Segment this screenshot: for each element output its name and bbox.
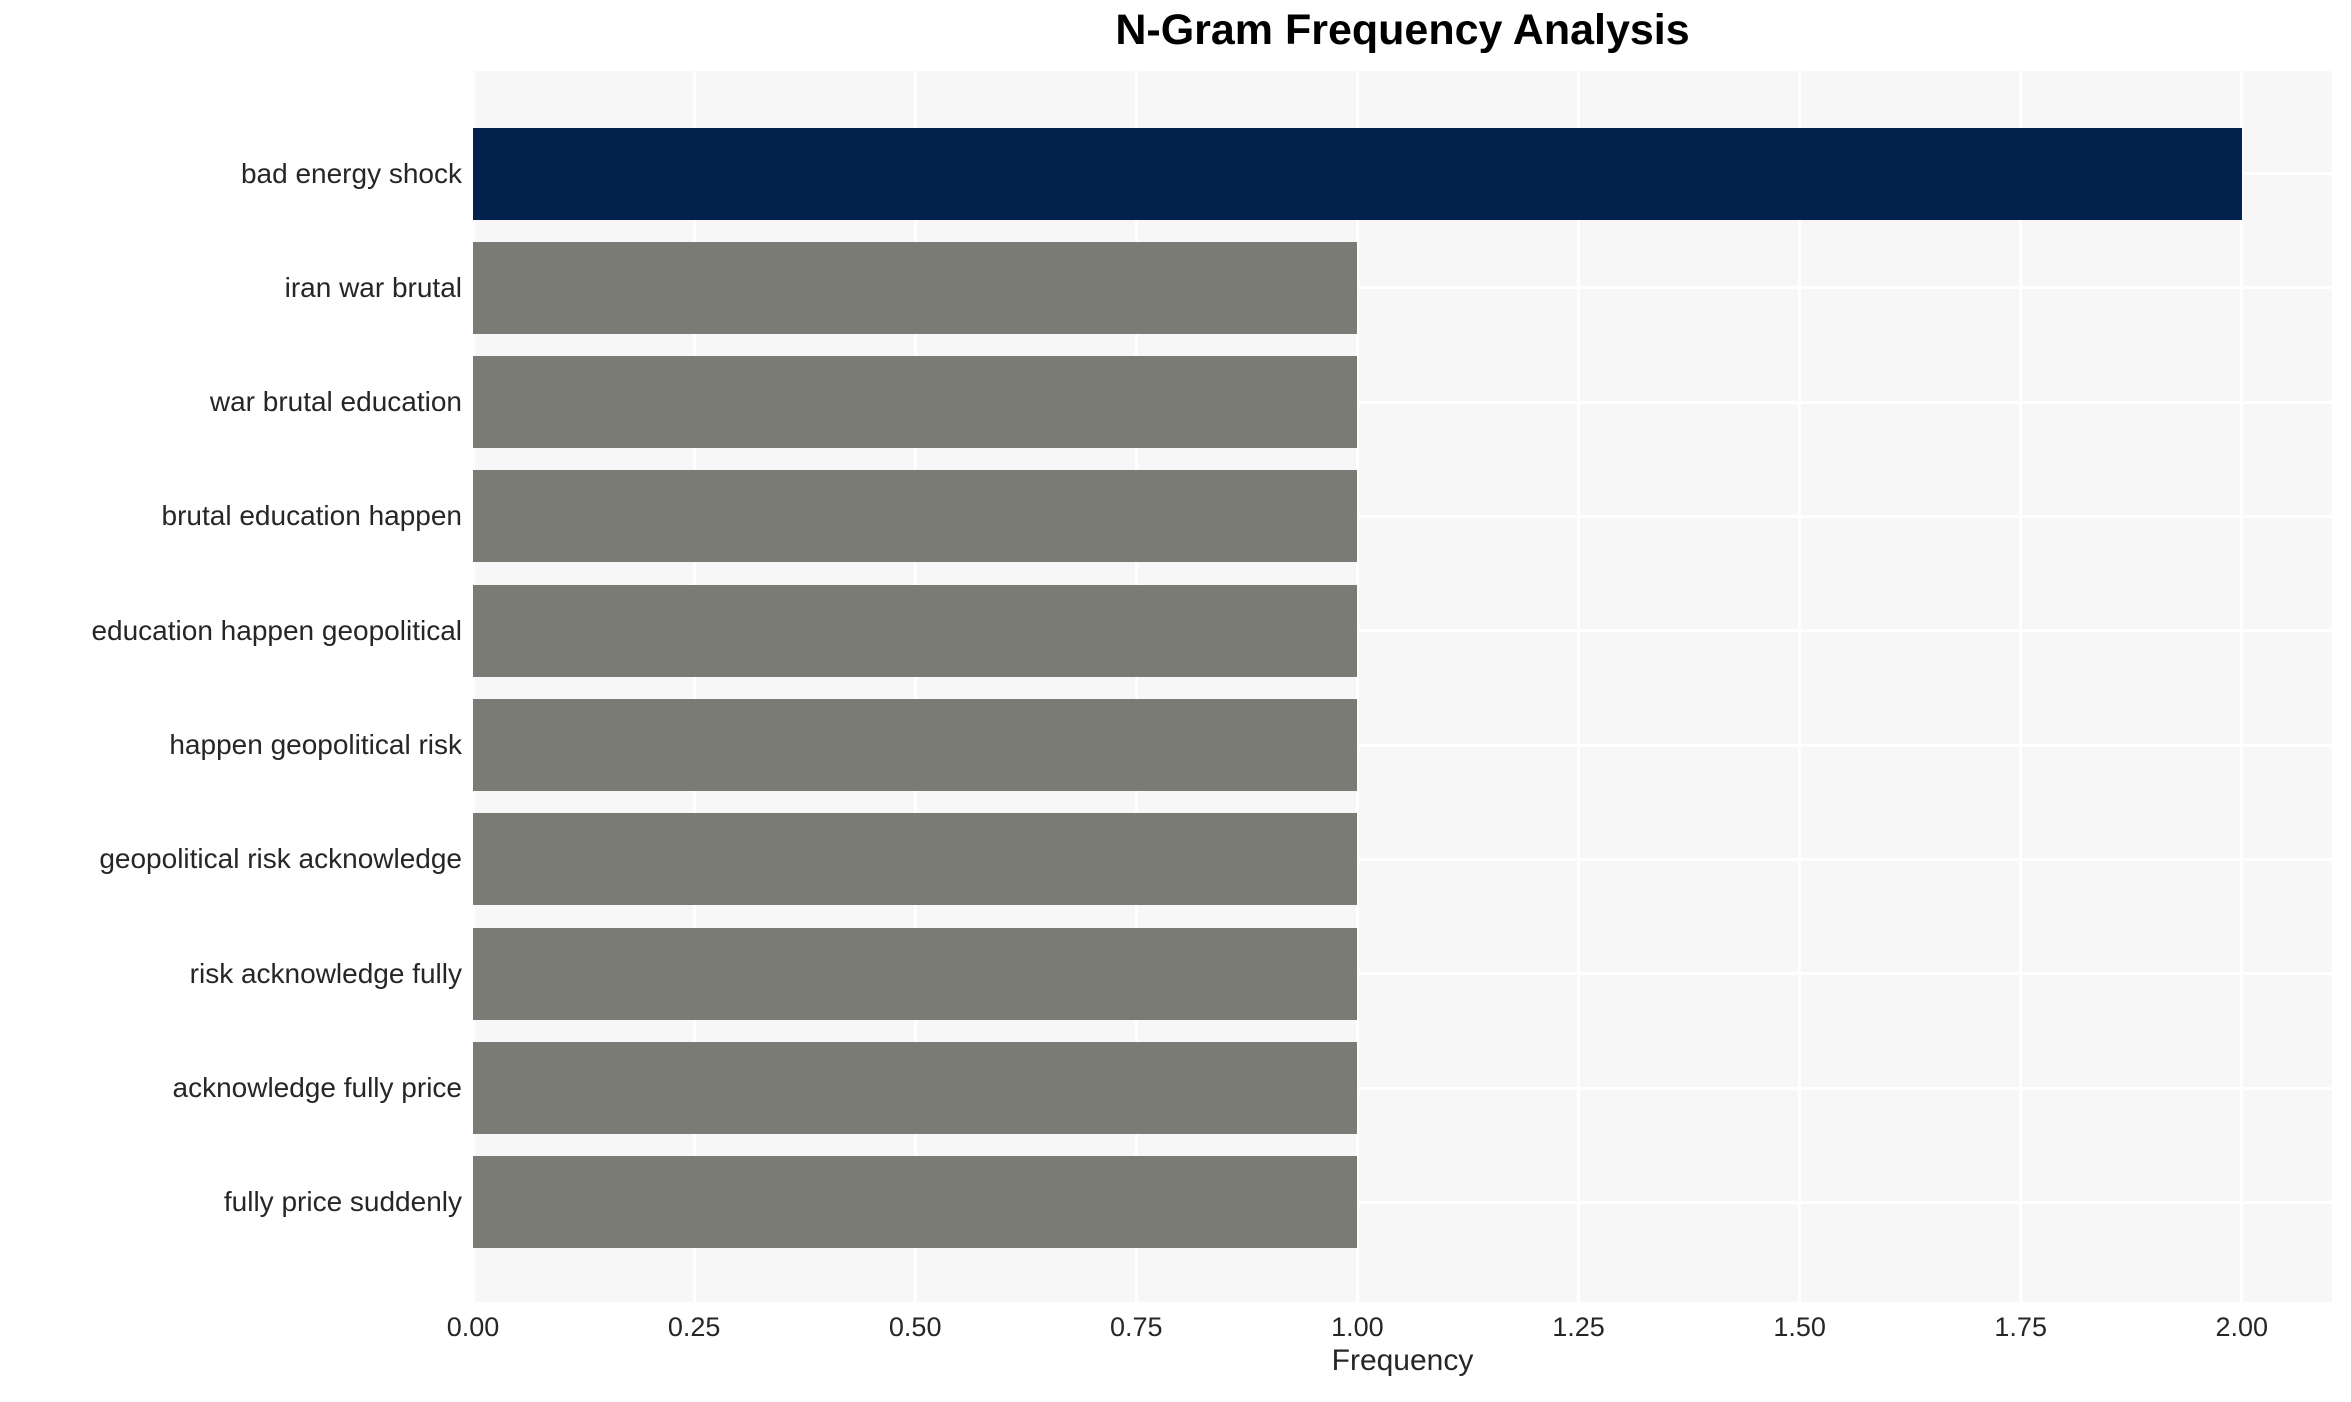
y-tick-label: war brutal education — [209, 386, 462, 418]
vertical-gridline — [1576, 71, 1580, 1302]
x-tick-label: 1.25 — [1552, 1312, 1605, 1342]
x-tick-label: 0.00 — [446, 1312, 500, 1342]
vertical-gridline — [2019, 71, 2023, 1302]
vertical-gridline — [471, 71, 475, 1302]
y-tick-label: iran war brutal — [284, 271, 462, 303]
x-tick-label: 1.75 — [1994, 1312, 2047, 1342]
x-tick-label: 0.25 — [667, 1312, 721, 1342]
bar — [473, 356, 1358, 449]
x-tick-label: 2.00 — [2215, 1312, 2269, 1342]
x-tick-label: 0.50 — [888, 1312, 942, 1342]
vertical-gridline — [2240, 71, 2244, 1302]
vertical-gridline — [692, 71, 696, 1302]
bar — [473, 241, 1358, 334]
bar — [473, 1156, 1358, 1249]
vertical-gridline — [1798, 71, 1802, 1302]
bar — [473, 1042, 1358, 1135]
horizontal-gridline — [473, 857, 2332, 861]
bar — [473, 470, 1358, 563]
horizontal-gridline — [473, 286, 2332, 290]
y-tick-label: acknowledge fully price — [172, 1072, 463, 1104]
horizontal-gridline — [473, 400, 2332, 404]
y-tick-label: fully price suddenly — [223, 1186, 462, 1218]
vertical-gridline — [913, 71, 917, 1302]
horizontal-gridline — [473, 743, 2332, 747]
horizontal-gridline — [473, 514, 2332, 518]
horizontal-gridline — [473, 1086, 2332, 1090]
y-tick-label: happen geopolitical risk — [169, 729, 462, 761]
y-tick-label: brutal education happen — [161, 500, 462, 532]
horizontal-gridline — [473, 972, 2332, 976]
y-tick-label: risk acknowledge fully — [189, 957, 462, 989]
x-axis-label: Frequency — [1331, 1344, 1474, 1377]
plot-area — [471, 71, 2332, 1302]
bar — [473, 699, 1358, 792]
y-tick-label: geopolitical risk acknowledge — [99, 843, 462, 875]
vertical-gridline — [1355, 71, 1359, 1302]
y-tick-label: bad energy shock — [240, 157, 462, 189]
bar — [473, 927, 1358, 1020]
bar — [473, 584, 1358, 677]
y-tick-label: education happen geopolitical — [91, 614, 462, 646]
bar — [473, 127, 2242, 220]
chart-title: N-Gram Frequency Analysis — [1115, 6, 1690, 54]
x-tick-label: 1.00 — [1331, 1312, 1384, 1342]
bar — [473, 813, 1358, 906]
vertical-gridline — [1134, 71, 1138, 1302]
x-tick-label: 0.75 — [1110, 1312, 1163, 1342]
horizontal-gridline — [473, 629, 2332, 633]
x-tick-label: 1.50 — [1773, 1312, 1826, 1342]
horizontal-gridline — [473, 1200, 2332, 1204]
